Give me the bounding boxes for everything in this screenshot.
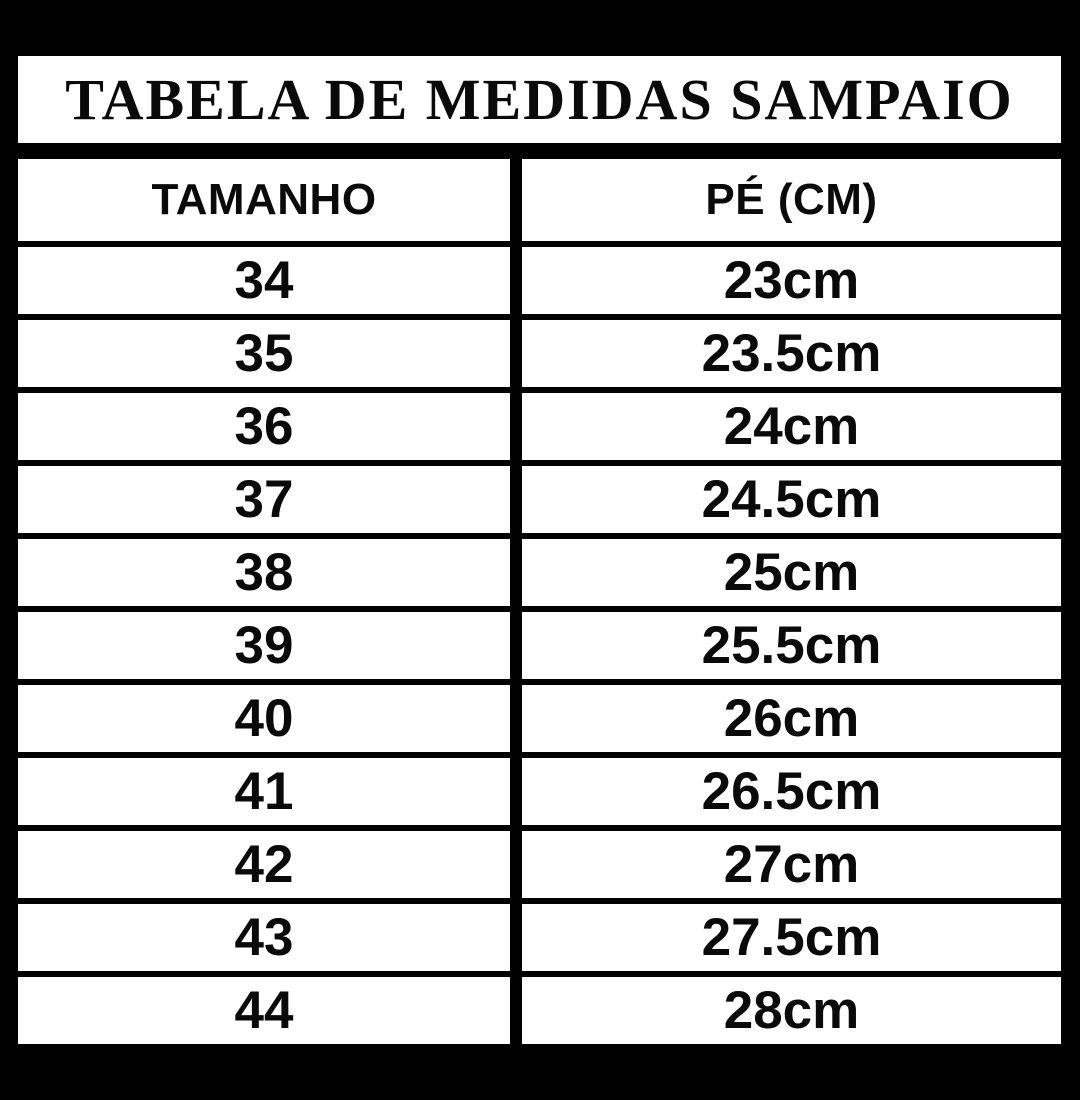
table-row: 39 25.5cm (18, 612, 1061, 679)
size-cell: 40 (18, 685, 510, 752)
column-header-tamanho: TAMANHO (18, 159, 510, 241)
page-title: TABELA DE MEDIDAS SAMPAIO (65, 67, 1014, 132)
foot-cell: 25cm (522, 539, 1061, 606)
size-cell: 38 (18, 539, 510, 606)
table-row: 34 23cm (18, 247, 1061, 314)
foot-cell: 23.5cm (522, 320, 1061, 387)
table-row: 35 23.5cm (18, 320, 1061, 387)
size-table: TAMANHO PÉ (CM) 34 23cm 35 23.5cm 36 24c… (18, 159, 1061, 1044)
table-row: 40 26cm (18, 685, 1061, 752)
foot-cell: 24.5cm (522, 466, 1061, 533)
size-cell: 42 (18, 831, 510, 898)
foot-cell: 26.5cm (522, 758, 1061, 825)
table-row: 37 24.5cm (18, 466, 1061, 533)
column-header-pe-cm: PÉ (CM) (522, 159, 1061, 241)
table-row: 43 27.5cm (18, 904, 1061, 971)
foot-cell: 25.5cm (522, 612, 1061, 679)
size-cell: 36 (18, 393, 510, 460)
size-cell: 39 (18, 612, 510, 679)
table-header-row: TAMANHO PÉ (CM) (18, 159, 1061, 241)
foot-cell: 27cm (522, 831, 1061, 898)
foot-cell: 27.5cm (522, 904, 1061, 971)
table-row: 44 28cm (18, 977, 1061, 1044)
foot-cell: 26cm (522, 685, 1061, 752)
size-cell: 35 (18, 320, 510, 387)
table-row: 42 27cm (18, 831, 1061, 898)
foot-cell: 28cm (522, 977, 1061, 1044)
foot-cell: 23cm (522, 247, 1061, 314)
size-cell: 41 (18, 758, 510, 825)
size-cell: 34 (18, 247, 510, 314)
table-row: 38 25cm (18, 539, 1061, 606)
foot-cell: 24cm (522, 393, 1061, 460)
table-row: 36 24cm (18, 393, 1061, 460)
size-cell: 43 (18, 904, 510, 971)
table-row: 41 26.5cm (18, 758, 1061, 825)
title-bar: TABELA DE MEDIDAS SAMPAIO (18, 56, 1061, 143)
size-cell: 44 (18, 977, 510, 1044)
size-cell: 37 (18, 466, 510, 533)
